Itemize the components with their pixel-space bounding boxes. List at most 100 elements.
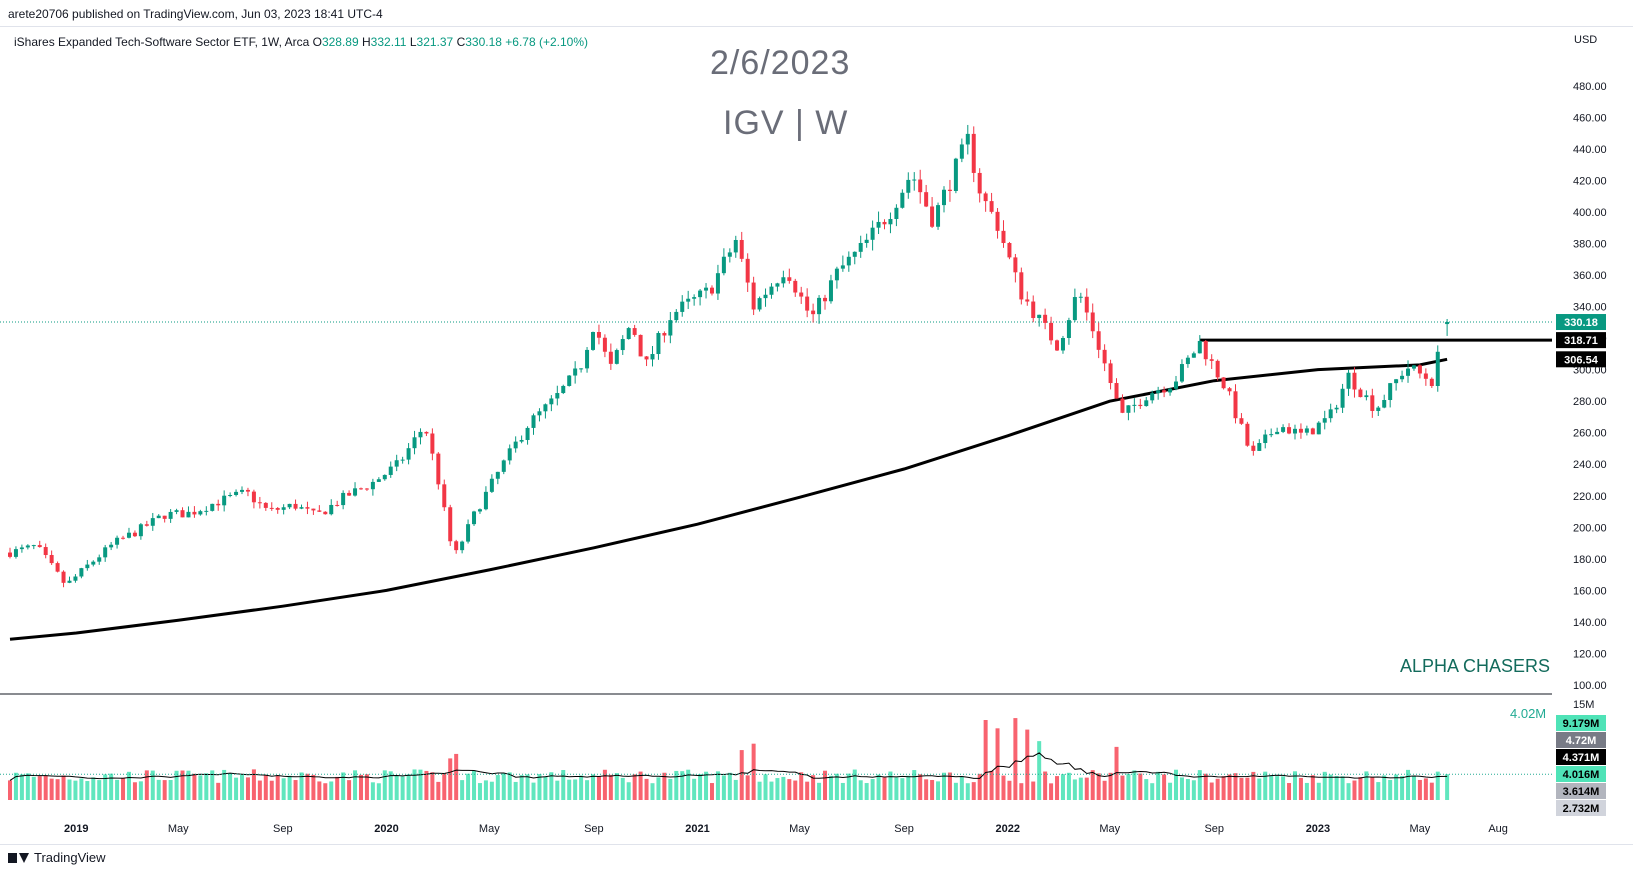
volume-bar	[454, 753, 459, 800]
candle-body	[525, 427, 530, 440]
volume-bar	[1174, 769, 1179, 800]
volume-bar	[442, 773, 447, 800]
volume-bar	[1037, 741, 1042, 800]
candle-body	[1209, 359, 1214, 361]
candle-body	[882, 221, 887, 225]
tradingview-logo[interactable]: TradingView	[8, 850, 106, 865]
volume-bar	[269, 780, 274, 800]
volume-bar	[204, 773, 209, 800]
volume-bar	[186, 770, 191, 800]
candle-body	[585, 349, 590, 369]
candle-body	[1287, 427, 1292, 434]
volume-bar	[1168, 782, 1173, 800]
volume-bar	[150, 770, 155, 800]
candle-body	[602, 337, 607, 352]
volume-bar	[650, 783, 655, 800]
candle-body	[953, 158, 958, 191]
volume-bar	[168, 780, 173, 800]
volume-bar	[959, 775, 964, 800]
volume-bar	[210, 770, 215, 800]
candle-body	[406, 448, 411, 460]
volume-bar	[888, 771, 893, 800]
y-tick-label: 180.00	[1573, 554, 1607, 566]
volume-bar	[275, 776, 280, 800]
volume-bar	[1191, 780, 1196, 800]
candle-body	[281, 507, 286, 510]
candle-body	[941, 189, 946, 206]
volume-bar	[323, 783, 328, 800]
volume-bar	[263, 775, 268, 800]
candle-body	[436, 453, 441, 485]
candle-body	[1334, 407, 1339, 410]
volume-bar	[739, 750, 744, 800]
volume-bar	[1358, 777, 1363, 800]
candle-body	[757, 298, 762, 310]
candle-body	[370, 481, 375, 490]
candle-body	[1382, 400, 1387, 408]
candle-body	[103, 547, 108, 558]
y-tick-label: 460.00	[1573, 112, 1607, 124]
candle-body	[341, 492, 346, 506]
y-tick-label: 340.00	[1573, 302, 1607, 314]
volume-bar	[983, 720, 988, 800]
volume-bar	[1114, 746, 1119, 800]
candle-body	[210, 503, 215, 511]
x-tick-label: 2021	[685, 823, 709, 835]
volume-bar	[602, 769, 607, 800]
candle-body	[674, 311, 679, 321]
volume-bar	[180, 770, 185, 800]
volume-bar	[555, 780, 560, 800]
candle-body	[769, 286, 774, 295]
volume-bar	[1269, 775, 1274, 800]
candle-body	[692, 297, 697, 299]
volume-bar	[13, 772, 18, 800]
volume-bar	[1072, 779, 1077, 800]
volume-bar	[240, 774, 245, 800]
volume-bar	[507, 772, 512, 800]
y-tick-label: 300.00	[1573, 365, 1607, 377]
volume-bar	[162, 780, 167, 800]
candle-body	[650, 354, 655, 360]
volume-bar	[727, 772, 732, 800]
candle-body	[97, 557, 102, 562]
volume-bar	[430, 772, 435, 800]
candle-body	[727, 252, 732, 257]
candle-body	[1257, 443, 1262, 451]
volume-bar	[1209, 782, 1214, 800]
candle-body	[513, 441, 518, 449]
candle-body	[388, 466, 393, 475]
volume-bar	[567, 779, 572, 800]
volume-bar	[644, 778, 649, 800]
volume-bar	[965, 783, 970, 800]
candle-body	[817, 297, 822, 315]
volume-bar	[1275, 776, 1280, 800]
candle-body	[1197, 340, 1202, 354]
volume-bar	[1150, 783, 1155, 800]
volume-bar	[216, 782, 221, 800]
candle-body	[287, 503, 292, 508]
candle-body	[400, 459, 405, 461]
candle-body	[1376, 407, 1381, 411]
volume-bar	[1227, 774, 1232, 800]
volume-bar	[335, 776, 340, 800]
candle-body	[668, 320, 673, 336]
volume-bar	[709, 783, 714, 800]
volume-bar	[1346, 783, 1351, 800]
volume-bar	[192, 773, 197, 800]
candle-body	[1031, 301, 1036, 319]
moving-average-line	[9, 357, 1448, 641]
candle-body	[561, 385, 566, 394]
candle-body	[864, 239, 869, 243]
candle-body	[1233, 391, 1238, 419]
candle-body	[186, 511, 191, 518]
volume-bar	[1445, 774, 1450, 800]
candle-body	[1269, 434, 1274, 436]
candle-body	[846, 256, 851, 266]
volume-bar	[31, 776, 36, 800]
candle-body	[19, 547, 24, 550]
candle-body	[1435, 351, 1440, 387]
volume-bar	[1090, 770, 1095, 800]
volume-bar	[614, 773, 619, 800]
candle-body	[305, 507, 310, 509]
